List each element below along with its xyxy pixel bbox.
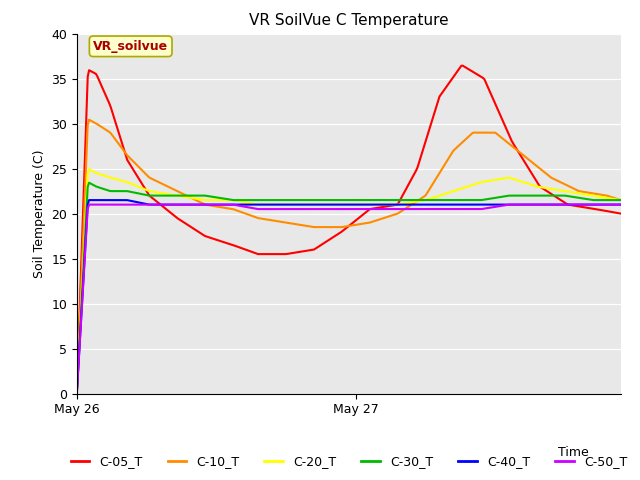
C-40_T <box>617 202 625 207</box>
C-50_T <box>140 202 147 207</box>
Text: Time: Time <box>558 446 589 459</box>
C-10_T <box>85 117 93 122</box>
C-50_T <box>617 202 625 207</box>
C-30_T <box>140 192 147 197</box>
C-20_T <box>85 166 93 172</box>
Title: VR SoilVue C Temperature: VR SoilVue C Temperature <box>249 13 449 28</box>
C-10_T <box>140 169 147 175</box>
Y-axis label: Soil Temperature (C): Soil Temperature (C) <box>33 149 45 278</box>
C-05_T <box>289 250 296 256</box>
C-05_T <box>470 69 477 75</box>
C-05_T <box>138 181 146 187</box>
C-50_T <box>290 206 298 212</box>
C-50_T <box>85 202 93 207</box>
C-20_T <box>467 182 475 188</box>
C-30_T <box>252 197 259 203</box>
C-40_T <box>85 197 93 203</box>
C-50_T <box>417 206 424 212</box>
C-30_T <box>290 197 298 203</box>
Line: C-50_T: C-50_T <box>77 204 621 394</box>
Line: C-20_T: C-20_T <box>77 169 621 394</box>
C-40_T <box>417 202 424 207</box>
C-40_T <box>73 391 81 396</box>
C-05_T <box>73 391 81 396</box>
C-20_T <box>417 198 424 204</box>
C-50_T <box>470 206 477 212</box>
C-05_T <box>250 250 258 255</box>
C-30_T <box>470 197 477 203</box>
C-10_T <box>467 132 475 137</box>
C-30_T <box>73 391 81 396</box>
Line: C-10_T: C-10_T <box>77 120 621 394</box>
C-10_T <box>73 391 81 396</box>
C-20_T <box>252 201 259 207</box>
C-50_T <box>467 206 475 212</box>
C-10_T <box>617 197 625 203</box>
Legend: C-05_T, C-10_T, C-20_T, C-30_T, C-40_T, C-50_T: C-05_T, C-10_T, C-20_T, C-30_T, C-40_T, … <box>65 450 632 473</box>
C-30_T <box>467 197 475 203</box>
C-05_T <box>617 211 625 216</box>
C-20_T <box>617 197 625 203</box>
C-30_T <box>85 180 93 186</box>
Line: C-05_T: C-05_T <box>77 66 621 394</box>
C-40_T <box>467 202 475 207</box>
Line: C-30_T: C-30_T <box>77 183 621 394</box>
C-05_T <box>467 68 475 73</box>
C-10_T <box>252 214 259 220</box>
C-40_T <box>470 202 477 207</box>
C-20_T <box>140 186 147 192</box>
C-10_T <box>417 196 424 202</box>
C-40_T <box>290 202 298 207</box>
C-30_T <box>617 197 625 203</box>
C-20_T <box>470 182 477 188</box>
C-50_T <box>252 206 259 212</box>
C-20_T <box>73 391 81 396</box>
C-40_T <box>140 201 147 206</box>
C-10_T <box>290 221 298 227</box>
Line: C-40_T: C-40_T <box>77 200 621 394</box>
C-50_T <box>73 391 81 396</box>
C-40_T <box>252 202 259 207</box>
C-30_T <box>417 197 424 203</box>
C-20_T <box>290 202 298 207</box>
C-10_T <box>470 130 477 135</box>
Text: VR_soilvue: VR_soilvue <box>93 40 168 53</box>
C-05_T <box>415 160 423 166</box>
C-05_T <box>459 63 467 69</box>
